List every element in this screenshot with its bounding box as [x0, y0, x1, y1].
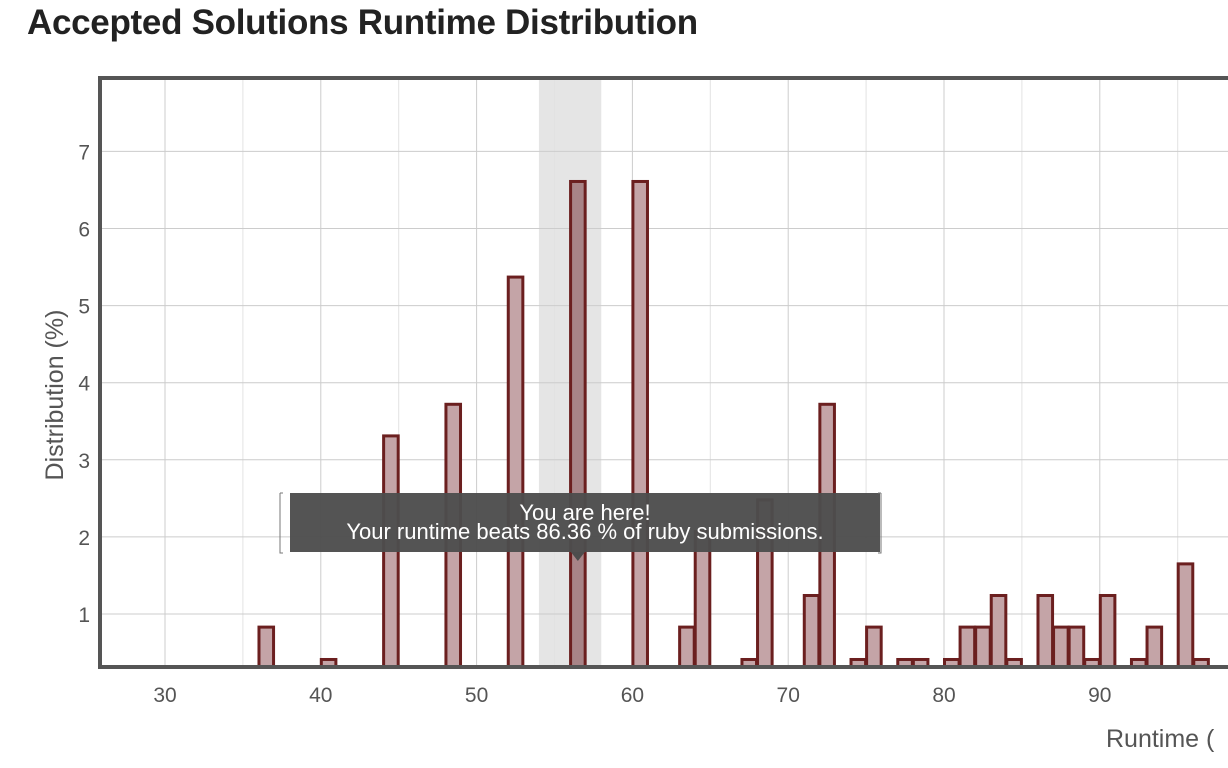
bar[interactable]	[678, 625, 696, 669]
axis-layer	[98, 76, 1228, 669]
tooltip-line-2: Your runtime beats 86.36 % of ruby submi…	[346, 519, 823, 544]
bar[interactable]	[974, 625, 992, 669]
bar[interactable]	[1067, 625, 1086, 669]
bar[interactable]	[802, 593, 821, 669]
bar[interactable]	[1036, 593, 1055, 669]
x-tick-label: 80	[932, 684, 955, 707]
bar[interactable]	[1145, 625, 1164, 669]
y-tick-label: 3	[78, 450, 90, 473]
tooltip: You are here!Your runtime beats 86.36 % …	[279, 492, 882, 561]
y-axis-title: Distribution (%)	[41, 310, 69, 481]
bar[interactable]	[506, 275, 525, 669]
bar[interactable]	[865, 625, 883, 669]
y-tick-label: 6	[78, 219, 90, 242]
y-tick-label: 2	[78, 527, 90, 550]
bar[interactable]	[631, 179, 649, 669]
tooltip-box	[290, 493, 880, 552]
bar[interactable]	[257, 625, 276, 669]
bar[interactable]	[1052, 625, 1070, 669]
y-tick-label: 1	[78, 604, 90, 627]
x-tick-label: 40	[309, 684, 332, 707]
chart-title: Accepted Solutions Runtime Distribution	[27, 3, 698, 42]
tooltip-line-1: You are here!	[519, 500, 650, 525]
x-tick-label: 50	[465, 684, 488, 707]
tooltip-pointer	[570, 552, 585, 561]
x-tick-label: 30	[153, 684, 176, 707]
x-tick-label: 70	[777, 684, 800, 707]
plot-frame	[98, 76, 1228, 669]
bar[interactable]	[958, 625, 977, 669]
bar-layer	[257, 179, 1210, 669]
bar[interactable]	[989, 593, 1008, 669]
y-tick-label: 5	[78, 296, 90, 319]
y-tick-label: 7	[78, 141, 90, 164]
y-tick-label: 4	[78, 373, 90, 396]
grid-layer	[100, 78, 1228, 667]
x-axis-title: Runtime (	[1106, 725, 1215, 753]
x-tick-label: 90	[1088, 684, 1111, 707]
bar[interactable]	[1098, 593, 1117, 669]
bar-current-runtime[interactable]	[569, 179, 587, 669]
bar[interactable]	[1176, 562, 1195, 669]
x-tick-label: 60	[621, 684, 644, 707]
tooltip-brackets	[279, 492, 882, 554]
label-layer: 30 40 50 60 70 80 90 1 2 3 4 5 6 7 Distribution (%) Run…	[41, 141, 1215, 753]
